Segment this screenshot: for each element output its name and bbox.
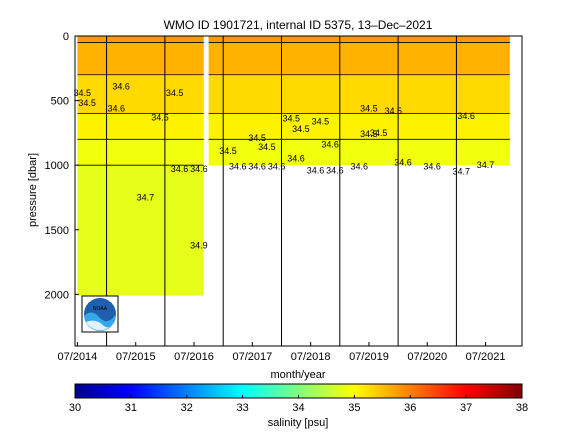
contour-labels: 34.534.534.634.634.534.534.6 34.634.734.9… [74, 81, 495, 250]
salinity-layer-1-segment-2 [208, 42, 510, 75]
salinity-layer-1-segment-0 [77, 42, 204, 75]
contour-label-17: 34.5 [282, 114, 300, 124]
colorbar-tick-label-1: 31 [125, 402, 137, 414]
salinity-layer-3-segment-0 [77, 113, 204, 140]
x-tick-label-4: 07/2018 [291, 351, 331, 363]
salinity-layer-0-segment-2 [208, 36, 510, 43]
contour-label-20: 34.6 [321, 140, 339, 150]
contour-label-5: 34.5 [151, 112, 169, 122]
contour-label-13: 34.6 [229, 161, 247, 171]
y-tick-label-0: 0 [63, 31, 69, 43]
contour-label-32: 34.7 [477, 160, 495, 170]
year-separators [106, 36, 457, 346]
colorbar-tick-label-0: 30 [69, 402, 81, 414]
x-tick-label-2: 07/2016 [174, 351, 214, 363]
contour-label-15: 34.6 [268, 161, 286, 171]
salinity-layer-5-segment-0 [77, 165, 204, 296]
contour-label-4: 34.5 [166, 88, 184, 98]
contour-label-26: 34.5 [384, 106, 402, 116]
contour-label-16: 34.6 [287, 154, 305, 164]
contour-label-11: 34.5 [248, 133, 266, 143]
colorbar-title: salinity [psu] [268, 417, 329, 429]
y-tick-label-1: 500 [51, 96, 69, 108]
contour-label-31: 34.7 [453, 167, 471, 177]
noaa-logo: NOAA [81, 295, 119, 333]
salinity-layer-0-segment-0 [77, 36, 204, 43]
y-tick-label-4: 2000 [45, 289, 69, 301]
x-axis-ticks: 07/2014 07/2015 07/2016 07/2017 07/2018 07/20… [58, 342, 506, 363]
x-tick-label-0: 07/2014 [58, 351, 98, 363]
contour-label-21: 34.6 [307, 165, 325, 175]
contour-label-29: 34.6 [423, 161, 441, 171]
colorbar-tick-label-3: 33 [237, 402, 249, 414]
salinity-fill [77, 36, 510, 296]
contour-label-19: 34.5 [312, 116, 330, 126]
contour-label-28: 34.6 [394, 158, 412, 168]
salinity-layer-2-segment-0 [77, 74, 204, 114]
colorbar-ticks: 30 31 32 33 34 35 36 37 38 [69, 395, 528, 414]
contour-label-12: 34.5 [258, 142, 276, 152]
contour-label-2: 34.6 [112, 81, 130, 91]
colorbar-tick-label-8: 38 [516, 402, 528, 414]
x-tick-label-6: 07/2020 [407, 351, 447, 363]
contour-label-8: 34.7 [137, 192, 155, 202]
x-tick-label-7: 07/2021 [466, 351, 506, 363]
colorbar-tick-label-4: 34 [292, 402, 304, 414]
contour-label-25: 34.5 [360, 129, 378, 139]
contour-label-0: 34.5 [74, 88, 92, 98]
x-tick-label-3: 07/2017 [232, 351, 272, 363]
contour-label-1: 34.5 [78, 98, 96, 108]
contour-label-7: 34.6 [190, 164, 208, 174]
contour-label-6: 34.6 [171, 164, 189, 174]
x-axis-title: month/year [270, 369, 325, 381]
colorbar-tick-label-2: 32 [181, 402, 193, 414]
salinity-layer-2-segment-2 [208, 74, 510, 114]
contour-label-3: 34.6 [108, 103, 126, 113]
x-tick-label-5: 07/2019 [349, 351, 389, 363]
y-tick-label-3: 1500 [45, 225, 69, 237]
salinity-layer-3-segment-2 [208, 113, 510, 140]
contour-label-18: 34.5 [292, 124, 310, 134]
contour-label-9: 34.9 [190, 240, 208, 250]
contour-label-22: 34.6 [326, 165, 344, 175]
plot-frame [74, 35, 523, 347]
y-tick-label-2: 1000 [45, 160, 69, 172]
chart-title: WMO ID 1901721, internal ID 5375, 13–Dec… [164, 18, 433, 32]
y-axis-ticks: 0 500 1000 1500 2000 [45, 31, 79, 301]
contour-label-27: 34.5 [370, 128, 388, 138]
salinity-contours [77, 42, 510, 166]
salinity-layer-4-segment-2 [208, 139, 510, 166]
colorbar-tick-label-6: 36 [404, 402, 416, 414]
y-axis-title: pressure [dbar] [27, 153, 39, 227]
colorbar-tick-label-7: 37 [460, 402, 472, 414]
contour-label-30: 34.6 [457, 111, 475, 121]
contour-label-14: 34.6 [248, 161, 266, 171]
colorbar-tick-label-5: 35 [348, 402, 360, 414]
contour-label-10: 34.5 [219, 146, 237, 156]
salinity-layer-4-segment-0 [77, 139, 204, 166]
svg-text:NOAA: NOAA [93, 306, 108, 312]
contour-label-23: 34.6 [350, 161, 368, 171]
x-tick-label-1: 07/2015 [116, 351, 156, 363]
contour-label-24: 34.5 [360, 103, 378, 113]
